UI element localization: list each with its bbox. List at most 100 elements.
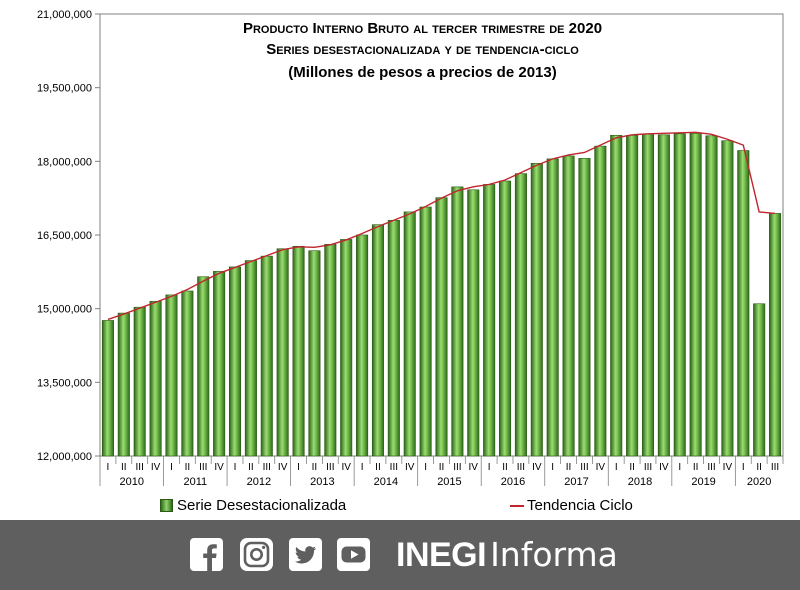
chart-area: 12,000,000 13,500,000 15,000,000 16,500,000… bbox=[36, 9, 784, 514]
x-tick-label: IV bbox=[278, 462, 288, 473]
x-tick-label: II bbox=[629, 462, 635, 473]
y-tick-label: 12,000,000 bbox=[37, 451, 92, 463]
bar bbox=[657, 134, 670, 457]
x-tick-label: I bbox=[297, 462, 300, 473]
footer-bar: INEGI Informa bbox=[0, 520, 800, 590]
legend-swatch-line bbox=[510, 504, 524, 507]
y-tick-label: 18,000,000 bbox=[37, 156, 92, 168]
x-tick-label: II bbox=[566, 462, 572, 473]
bar bbox=[181, 290, 194, 457]
inegi-informa-logo: INEGI Informa bbox=[396, 535, 618, 575]
bar bbox=[340, 239, 353, 457]
bar bbox=[499, 180, 512, 457]
bar bbox=[276, 248, 289, 457]
x-tick-label: III bbox=[644, 462, 652, 473]
x-tick-label: II bbox=[693, 462, 699, 473]
x-year-label: 2011 bbox=[183, 476, 207, 488]
x-tick-label: III bbox=[580, 462, 588, 473]
x-tick-label: II bbox=[756, 462, 762, 473]
chart-title: Producto Interno Bruto al tercer trimest… bbox=[242, 20, 603, 37]
bar bbox=[546, 158, 559, 457]
bar bbox=[451, 186, 464, 457]
x-tick-label: I bbox=[234, 462, 237, 473]
bar bbox=[737, 150, 750, 457]
x-tick-label: IV bbox=[596, 462, 606, 473]
x-tick-label: III bbox=[136, 462, 144, 473]
x-year-label: 2020 bbox=[747, 476, 771, 488]
x-tick-label: III bbox=[771, 462, 779, 473]
x-year-label: 2014 bbox=[374, 476, 398, 488]
youtube-icon[interactable] bbox=[337, 538, 370, 571]
y-tick-label: 13,500,000 bbox=[37, 377, 92, 389]
bar bbox=[769, 213, 782, 457]
chart-units: (Millones de pesos a precios de 2013) bbox=[288, 64, 557, 81]
bar bbox=[467, 189, 480, 457]
legend-label-line: Tendencia Ciclo bbox=[527, 497, 633, 514]
brand-informa: Informa bbox=[490, 535, 618, 574]
bar bbox=[149, 300, 162, 457]
x-tick-label: IV bbox=[151, 462, 161, 473]
x-tick-label: I bbox=[678, 462, 681, 473]
bar bbox=[260, 255, 273, 457]
bar bbox=[753, 303, 766, 457]
x-tick-label: II bbox=[121, 462, 127, 473]
legend-item-line: Tendencia Ciclo bbox=[510, 497, 633, 514]
bar bbox=[594, 145, 607, 457]
bar bbox=[435, 197, 448, 457]
bars-series bbox=[101, 133, 782, 457]
bar bbox=[514, 173, 527, 457]
bar bbox=[403, 211, 416, 457]
x-tick-label: III bbox=[326, 462, 334, 473]
x-tick-label: I bbox=[170, 462, 173, 473]
x-year-label: 2015 bbox=[437, 476, 461, 488]
brand-inegi: INEGI bbox=[396, 536, 487, 574]
x-tick-label: I bbox=[551, 462, 554, 473]
bar bbox=[689, 133, 702, 457]
x-axis: I II III IV I II III IV I II III IV I II III IV I II III IV… bbox=[99, 456, 784, 488]
x-tick-label: II bbox=[439, 462, 445, 473]
legend-label-bars: Serie Desestacionalizada bbox=[177, 497, 347, 514]
bar bbox=[165, 294, 178, 457]
x-tick-label: I bbox=[424, 462, 427, 473]
legend-swatch-bars bbox=[160, 499, 173, 512]
x-tick-label: I bbox=[107, 462, 110, 473]
chart-subtitle: Series desestacionalizada y de tendencia… bbox=[266, 41, 579, 58]
bar bbox=[705, 135, 718, 457]
x-tick-label: I bbox=[615, 462, 618, 473]
bar bbox=[244, 260, 257, 457]
x-tick-label: III bbox=[263, 462, 271, 473]
bar bbox=[101, 320, 114, 457]
bar bbox=[213, 271, 226, 457]
y-tick-label: 16,500,000 bbox=[37, 230, 92, 242]
trend-line bbox=[107, 131, 776, 321]
x-year-label: 2018 bbox=[628, 476, 652, 488]
bar bbox=[197, 276, 210, 457]
x-tick-label: III bbox=[390, 462, 398, 473]
y-tick-label: 19,500,000 bbox=[37, 83, 92, 95]
bar bbox=[578, 158, 591, 457]
x-year-label: 2019 bbox=[691, 476, 715, 488]
x-year-label: 2013 bbox=[310, 476, 334, 488]
bar bbox=[610, 135, 623, 457]
legend-item-bars: Serie Desestacionalizada bbox=[160, 497, 346, 514]
bar bbox=[419, 206, 432, 457]
y-tick-label: 15,000,000 bbox=[37, 304, 92, 316]
facebook-icon[interactable] bbox=[190, 538, 223, 571]
x-tick-label: IV bbox=[723, 462, 733, 473]
bar bbox=[292, 245, 305, 457]
x-tick-label: II bbox=[312, 462, 318, 473]
x-tick-label: II bbox=[502, 462, 508, 473]
bar bbox=[562, 155, 575, 457]
x-year-label: 2017 bbox=[564, 476, 588, 488]
bar bbox=[324, 244, 337, 457]
x-tick-label: IV bbox=[341, 462, 351, 473]
bar bbox=[228, 266, 242, 457]
x-tick-label: III bbox=[199, 462, 207, 473]
x-tick-label: IV bbox=[405, 462, 415, 473]
bar bbox=[308, 250, 321, 457]
instagram-icon[interactable] bbox=[240, 538, 273, 571]
x-tick-label: IV bbox=[532, 462, 542, 473]
x-year-label: 2010 bbox=[120, 476, 144, 488]
bar bbox=[133, 306, 146, 457]
twitter-icon[interactable] bbox=[289, 538, 322, 571]
